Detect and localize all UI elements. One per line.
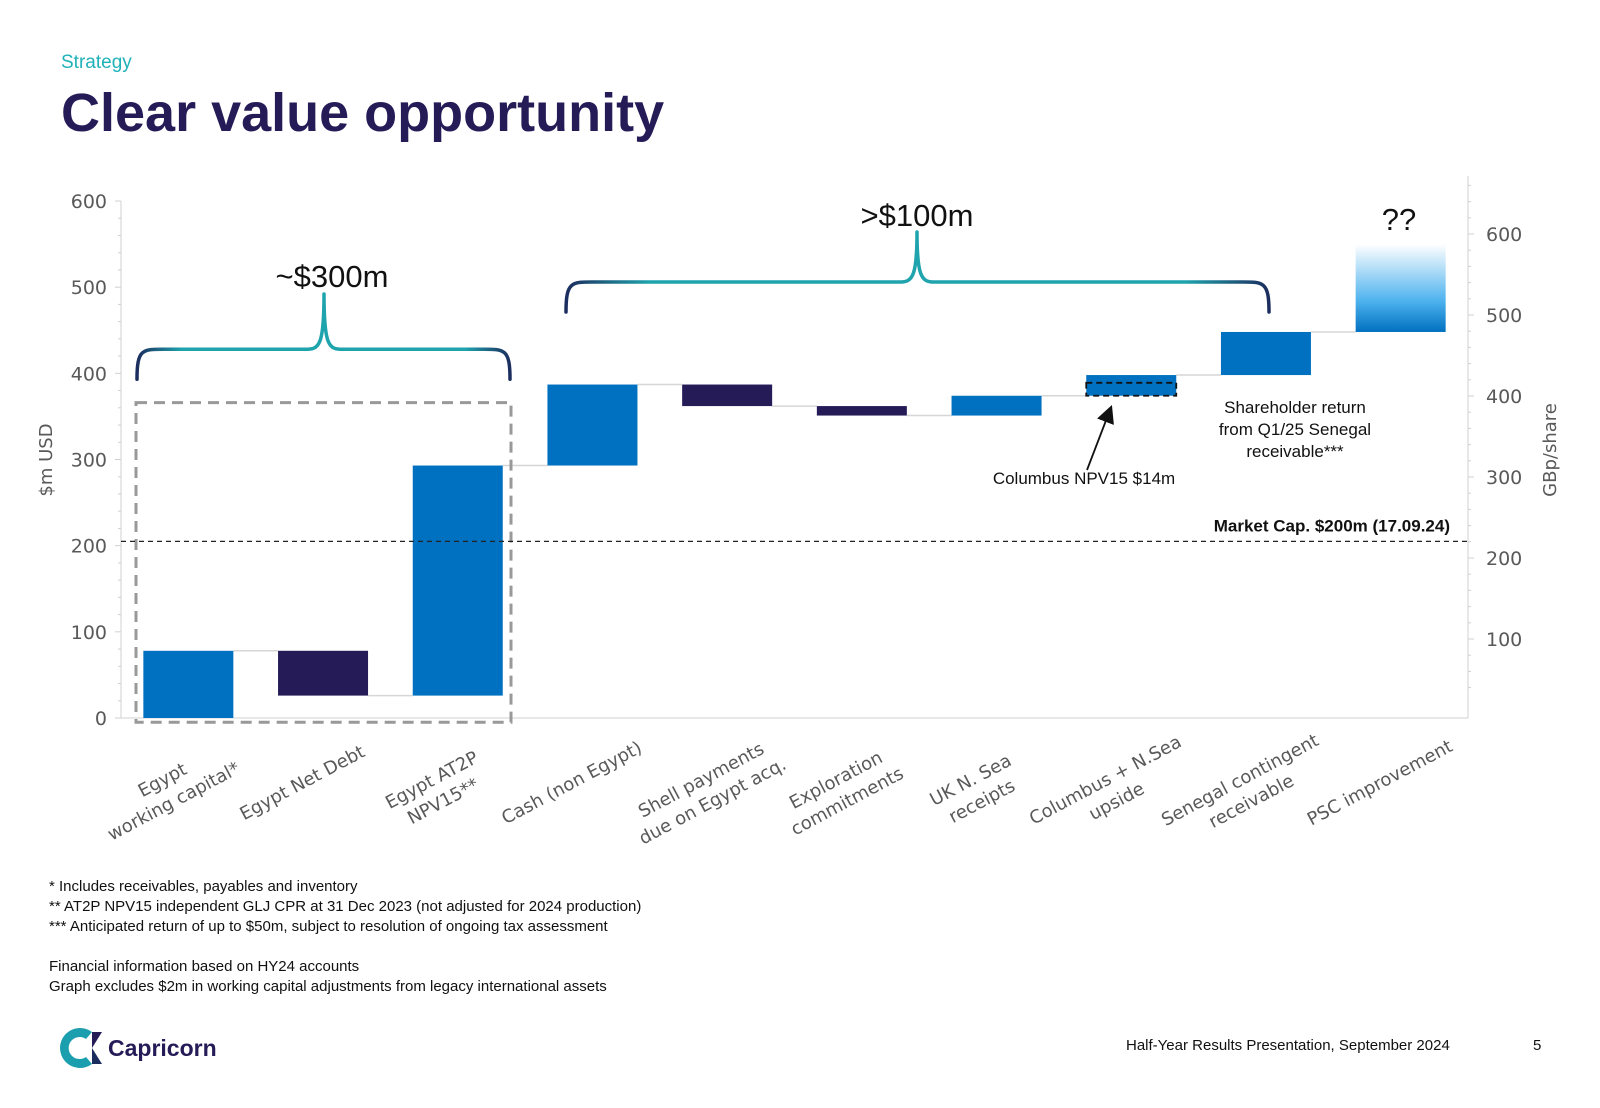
y-tick-label: 400 [71,363,107,385]
footnote-5: Graph excludes $2m in working capital ad… [49,978,607,995]
y2-axis-label: GBp/share [1540,403,1561,497]
y-tick-label: 200 [71,536,107,558]
y-tick-label: 500 [71,277,107,299]
shareholder-annotation: Shareholder return from Q1/25 Senegal rece… [1219,398,1371,461]
y2-tick-label: 300 [1486,467,1522,489]
footnote-4: Financial information based on HY24 acco… [49,958,360,975]
y2-tick-label: 100 [1486,629,1522,651]
category-label-line: Egypt Net Debt [236,741,368,825]
capricorn-c-logo-icon [60,1028,102,1068]
category-label: Explorationcommitments [776,742,907,840]
footnote-2: ** AT2P NPV15 independent GLJ CPR at 31 … [49,898,642,915]
category-label: Cash (non Egypt) [498,737,645,829]
y2-tick-label: 500 [1486,305,1522,327]
bar [412,465,503,696]
shareholder-annotation-line: Shareholder return [1224,398,1366,417]
category-label: Egypt AT2PNPV15** [382,747,493,835]
presentation-footer: Half-Year Results Presentation, Septembe… [1126,1037,1450,1054]
page-number: 5 [1533,1037,1542,1054]
bar [278,650,369,696]
y-tick-label: 100 [71,622,107,644]
bar [682,384,773,407]
y-tick-label: 300 [71,450,107,472]
category-label: Shell paymentsdue on Egypt acq. [624,733,790,849]
bar [1086,375,1177,396]
y-tick-label: 600 [71,191,107,213]
columbus-arrow [1086,404,1114,471]
y2-tick-label: 400 [1486,386,1522,408]
logo-text: Capricorn [108,1034,217,1061]
bar [951,395,1042,416]
bar [143,650,234,718]
category-label: Egyptworking capital* [93,737,244,846]
bracket-100m [564,230,1271,314]
columbus-npv-box [1085,381,1178,397]
bracket-300m [135,292,512,381]
question-label: ?? [1382,202,1416,237]
category-label-line: PSC improvement [1304,736,1456,830]
category-label: Senegal contingentreceivable [1158,730,1334,852]
shareholder-annotation-line: receivable*** [1246,442,1344,461]
columbus-annotation: Columbus NPV15 $14m [993,469,1175,488]
category-label: Columbus + N.Seaupside [1026,731,1196,850]
capricorn-logo: Capricorn [58,1024,217,1072]
bar [1220,331,1311,376]
section-label: Strategy [61,52,132,73]
category-label: UK N. Seareceipts [927,750,1027,832]
bracket-300m-label: ~$300m [276,259,389,294]
page-title: Clear value opportunity [61,83,665,143]
footnote-3: *** Anticipated return of up to $50m, su… [49,918,608,935]
category-label: PSC improvement [1304,736,1456,830]
y-axis-label: $m USD [36,423,57,496]
footnote-spacer [49,937,641,957]
bracket-100m-label: >$100m [861,198,974,233]
market-cap-label: Market Cap. $200m (17.09.24) [1214,516,1450,535]
category-label: Egypt Net Debt [236,741,368,825]
bar [547,384,638,466]
waterfall-chart: 0 100 200 300 400 500 600 $m USD 100 200 300 400 500… [36,176,1561,852]
y2-tick-label: 200 [1486,548,1522,570]
y2-tick-label: 600 [1486,224,1522,246]
y-tick-label: 0 [95,708,107,730]
egypt-group-box [134,401,513,724]
footnotes: * Includes receivables, payables and inv… [49,877,641,997]
category-label-line: Cash (non Egypt) [498,737,645,829]
bar [1355,244,1446,332]
footnote-1: * Includes receivables, payables and inv… [49,878,358,895]
shareholder-annotation-line: from Q1/25 Senegal [1219,420,1371,439]
bar [816,406,907,416]
